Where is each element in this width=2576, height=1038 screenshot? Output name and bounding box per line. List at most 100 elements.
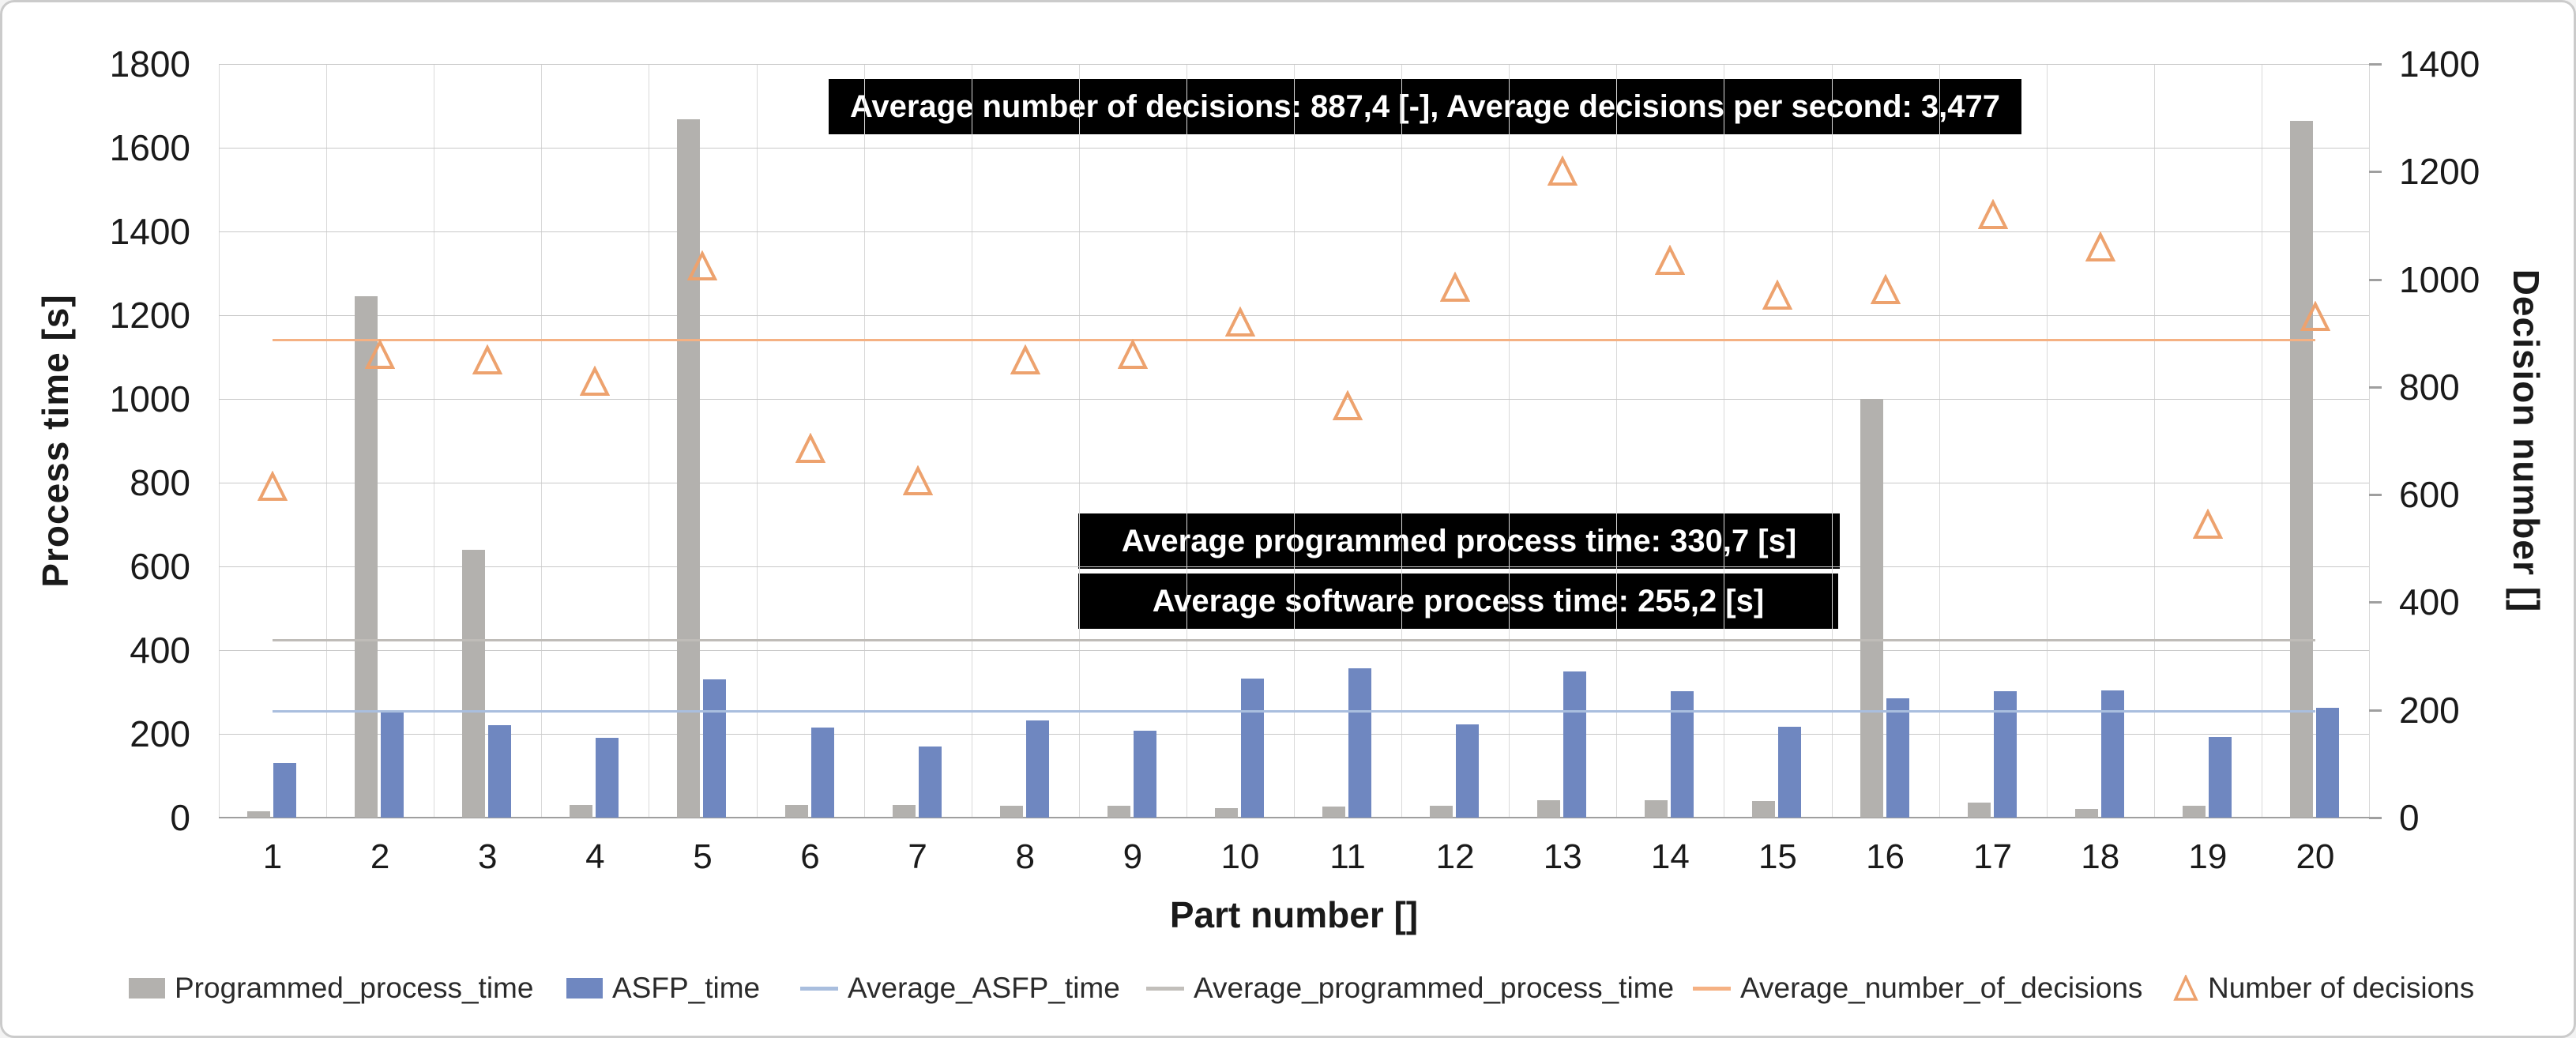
bar-programmed_process_time bbox=[999, 806, 1023, 818]
legend-item-number-of-decisions: Number of decisions bbox=[2173, 966, 2474, 1010]
gridline-vertical bbox=[756, 64, 758, 818]
gridline-horizontal bbox=[219, 734, 2369, 735]
x-axis-tick-label: 7 bbox=[908, 837, 927, 876]
x-axis-tick-label: 15 bbox=[1758, 837, 1797, 876]
decision-marker-triangle bbox=[1762, 279, 1793, 315]
right-axis-tick bbox=[2369, 817, 2382, 819]
right-axis-tick bbox=[2369, 385, 2382, 389]
bar-programmed_process_time bbox=[1967, 803, 1991, 818]
x-axis-tick-label: 13 bbox=[1543, 837, 1582, 876]
bar-programmed_process_time bbox=[1860, 399, 1883, 818]
decision-marker-triangle bbox=[472, 344, 503, 380]
x-axis-tick-label: 19 bbox=[2188, 837, 2228, 876]
legend-item-programmed-process-time: Programmed_process_time bbox=[129, 966, 533, 1010]
gridline-vertical bbox=[2153, 64, 2155, 818]
bar-asfp_time bbox=[273, 763, 297, 818]
x-axis-title: Part number [] bbox=[1169, 894, 1419, 935]
x-axis-tick-label: 6 bbox=[800, 837, 820, 876]
bar-asfp_time bbox=[488, 725, 512, 818]
line-average_asfp_time bbox=[273, 709, 2315, 713]
legend-line-swatch-icon bbox=[800, 986, 838, 991]
legend-bar-swatch-icon bbox=[566, 978, 603, 999]
gridline-vertical bbox=[2046, 64, 2048, 818]
x-axis-tick-label: 2 bbox=[370, 837, 390, 876]
left-axis-tick-label: 800 bbox=[130, 462, 190, 503]
bar-asfp_time bbox=[381, 710, 404, 818]
bar-asfp_time bbox=[1133, 731, 1156, 818]
decision-marker-triangle bbox=[1547, 155, 1578, 191]
legend-item-asfp-time: ASFP_time bbox=[566, 966, 760, 1010]
bar-programmed_process_time bbox=[677, 118, 701, 818]
bar-programmed_process_time bbox=[892, 805, 916, 818]
right-axis-title: Decision number [] bbox=[2506, 269, 2547, 613]
bar-programmed_process_time bbox=[462, 549, 486, 818]
right-axis-tick-label: 400 bbox=[2399, 581, 2460, 623]
gridline-vertical bbox=[2369, 64, 2370, 818]
gridline-vertical bbox=[541, 64, 543, 818]
left-axis-tick-label: 0 bbox=[170, 797, 190, 838]
x-axis-tick-label: 16 bbox=[1866, 837, 1905, 876]
decision-marker-triangle bbox=[1224, 306, 1256, 342]
legend-item-average-asfp-time: Average_ASFP_time bbox=[800, 966, 1120, 1010]
left-axis-tick-label: 1000 bbox=[109, 378, 190, 419]
legend-triangle-swatch-icon bbox=[2173, 975, 2198, 1002]
x-axis-tick-label: 17 bbox=[1973, 837, 2013, 876]
gridline-vertical bbox=[1939, 64, 1940, 818]
decision-marker-triangle bbox=[902, 464, 933, 501]
bar-programmed_process_time bbox=[1430, 806, 1453, 818]
legend-item-average-number-of-decisions: Average_number_of_decisions bbox=[1693, 966, 2142, 1010]
gridline-horizontal bbox=[219, 566, 2369, 567]
decision-marker-triangle bbox=[1117, 338, 1149, 374]
decision-marker-triangle bbox=[257, 470, 288, 506]
right-axis-tick-label: 600 bbox=[2399, 474, 2460, 516]
left-axis-tick-label: 1400 bbox=[109, 211, 190, 252]
gridline-horizontal bbox=[219, 148, 2369, 149]
decision-marker-triangle bbox=[687, 250, 718, 286]
bar-asfp_time bbox=[596, 738, 619, 818]
decision-marker-triangle bbox=[795, 432, 825, 468]
bar-asfp_time bbox=[2208, 737, 2232, 818]
right-axis-tick bbox=[2369, 278, 2382, 281]
gridline-vertical bbox=[863, 64, 865, 818]
right-axis-tick-label: 1000 bbox=[2399, 258, 2480, 300]
bar-programmed_process_time bbox=[570, 805, 593, 818]
right-axis-tick-label: 0 bbox=[2399, 797, 2420, 838]
bar-programmed_process_time bbox=[355, 296, 378, 818]
left-axis-tick-label: 1200 bbox=[109, 295, 190, 336]
legend-bar-swatch-icon bbox=[129, 978, 165, 999]
gridline-vertical bbox=[1401, 64, 1403, 818]
gridline-vertical bbox=[1831, 64, 1833, 818]
x-axis-tick-label: 18 bbox=[2081, 837, 2120, 876]
bar-asfp_time bbox=[918, 746, 942, 818]
gridline-vertical bbox=[1616, 64, 1618, 818]
decision-marker-triangle bbox=[1655, 244, 1686, 280]
bar-programmed_process_time bbox=[1752, 800, 1776, 818]
decision-marker-triangle bbox=[1870, 273, 1901, 310]
bar-asfp_time bbox=[1348, 668, 1372, 818]
bar-asfp_time bbox=[1240, 679, 1264, 818]
decision-marker-triangle bbox=[1332, 389, 1363, 426]
right-axis-tick-label: 200 bbox=[2399, 689, 2460, 731]
bar-programmed_process_time bbox=[2182, 806, 2206, 818]
gridline-horizontal bbox=[219, 64, 2369, 65]
x-axis-tick-label: 9 bbox=[1123, 837, 1143, 876]
gridline-horizontal bbox=[219, 315, 2369, 316]
x-axis-tick-label: 14 bbox=[1650, 837, 1690, 876]
gridline-vertical bbox=[1078, 64, 1080, 818]
bar-asfp_time bbox=[1778, 726, 1802, 818]
legend-line-swatch-icon bbox=[1146, 986, 1184, 991]
bar-programmed_process_time bbox=[1322, 806, 1346, 818]
annotation-software-time: Average software process time: 255,2 [s] bbox=[1078, 574, 1838, 629]
bar-asfp_time bbox=[1025, 720, 1049, 818]
decision-marker-triangle bbox=[2300, 300, 2331, 337]
x-axis-tick-label: 4 bbox=[585, 837, 605, 876]
legend-label: Number of decisions bbox=[2208, 972, 2475, 1004]
gridline-vertical bbox=[326, 64, 328, 818]
right-axis-tick bbox=[2369, 494, 2382, 497]
x-axis-tick-label: 3 bbox=[478, 837, 498, 876]
bar-asfp_time bbox=[1563, 671, 1587, 818]
left-axis-tick-label: 400 bbox=[130, 630, 190, 671]
right-axis-tick bbox=[2369, 63, 2382, 66]
x-axis-tick-label: 20 bbox=[2296, 837, 2335, 876]
